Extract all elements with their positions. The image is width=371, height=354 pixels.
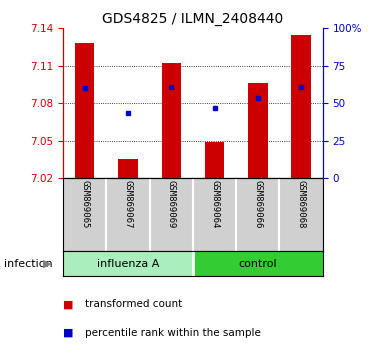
Text: transformed count: transformed count [85,299,183,309]
Bar [118,159,138,178]
Bar [63,251,193,276]
Text: ■: ■ [63,328,77,338]
Text: influenza A: influenza A [97,259,159,269]
Text: percentile rank within the sample: percentile rank within the sample [85,328,261,338]
Text: GSM869069: GSM869069 [167,180,176,229]
Bar [193,251,323,276]
Bar [205,142,224,178]
Text: control: control [239,259,277,269]
Bar [161,63,181,178]
Text: GSM869064: GSM869064 [210,180,219,229]
Text: ▶: ▶ [43,259,51,269]
Text: infection: infection [4,259,52,269]
Text: GSM869066: GSM869066 [253,180,262,229]
Text: GSM869068: GSM869068 [297,180,306,229]
Text: GSM869067: GSM869067 [124,180,132,229]
Text: GSM869065: GSM869065 [80,180,89,229]
Bar [291,35,311,178]
Bar [75,43,95,178]
Title: GDS4825 / ILMN_2408440: GDS4825 / ILMN_2408440 [102,12,283,26]
Text: ■: ■ [63,299,77,309]
Bar [248,83,267,178]
